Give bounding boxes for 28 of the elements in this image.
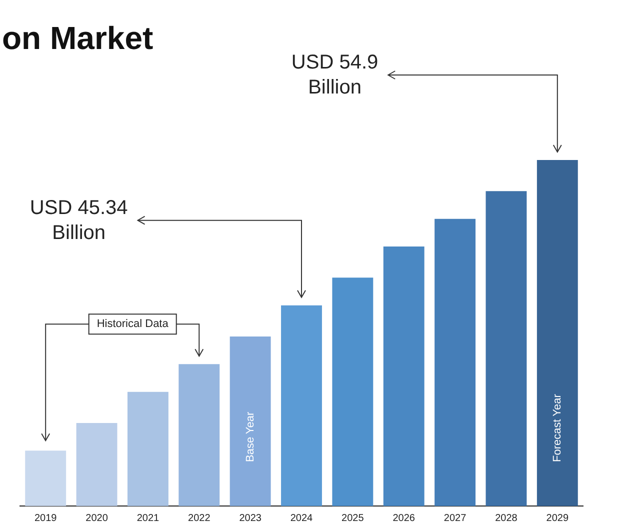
annotation: USD 45.34 Billion	[30, 196, 128, 244]
bar	[332, 278, 374, 506]
x-tick-label: 2028	[495, 512, 518, 524]
x-tick-label: 2021	[136, 512, 160, 524]
bar	[127, 392, 168, 506]
x-tick-label: 2025	[342, 512, 364, 524]
annotation: Historical Data	[96, 318, 170, 330]
bar	[281, 305, 322, 506]
x-tick-label: 2023	[239, 512, 262, 524]
annotation: USD 54.9 Billion	[291, 52, 378, 99]
bar	[76, 422, 118, 506]
bar	[25, 450, 66, 506]
bar	[230, 336, 271, 506]
x-tick-label: 2019	[34, 512, 58, 524]
x-tick-label: 2027	[444, 512, 467, 524]
x-tick-label: 2020	[86, 512, 108, 524]
bar	[536, 160, 578, 506]
x-tick-label: 2022	[188, 512, 211, 524]
bar	[383, 246, 424, 506]
annotation: Base Year	[244, 412, 256, 462]
chart-title: on Market	[2, 20, 154, 56]
x-tick-label: 2029	[546, 512, 569, 524]
bar	[178, 364, 220, 506]
bar	[434, 218, 476, 506]
x-tick-label: 2024	[290, 512, 314, 524]
x-tick-label: 2026	[392, 512, 416, 524]
bar	[486, 191, 527, 506]
annotation: Forecast Year	[551, 394, 564, 462]
